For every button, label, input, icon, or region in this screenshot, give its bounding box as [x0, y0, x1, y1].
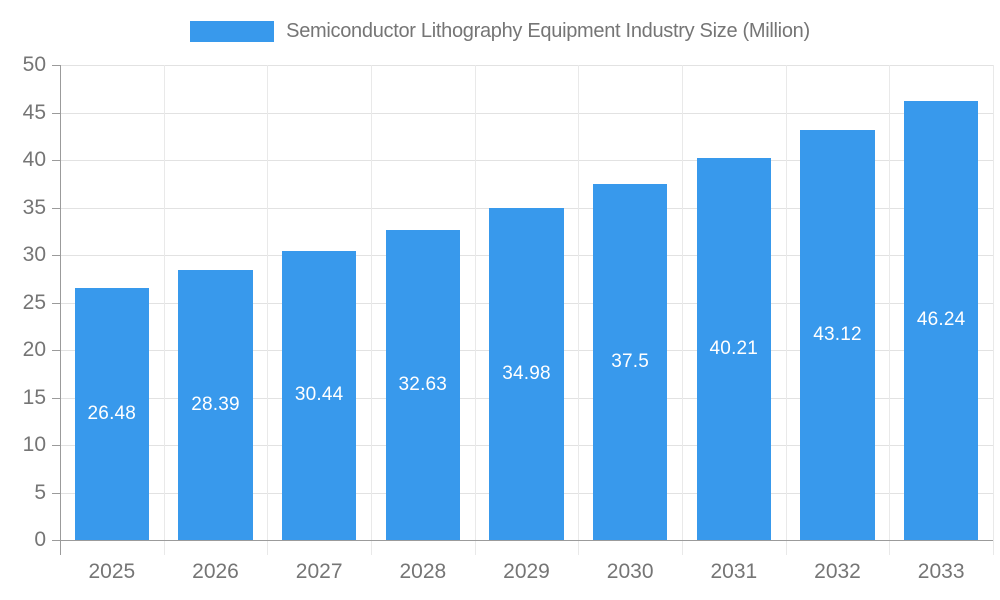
x-gridline	[889, 65, 891, 555]
y-tick	[52, 540, 60, 541]
bar-value-label: 43.12	[813, 324, 862, 346]
y-axis-label: 50	[22, 53, 46, 76]
y-axis-label: 25	[22, 290, 46, 314]
bar[interactable]: 34.98	[489, 207, 564, 540]
bar-value-label: 32.63	[398, 373, 448, 395]
x-axis-label: 2032	[814, 560, 861, 583]
x-gridline	[578, 65, 580, 555]
x-axis-line	[60, 540, 993, 541]
y-gridline	[60, 112, 993, 114]
x-axis-label: 2031	[710, 560, 758, 583]
y-tick	[52, 255, 60, 256]
y-tick	[52, 65, 60, 66]
y-tick	[52, 492, 60, 494]
y-axis-label: 40	[22, 148, 46, 171]
bar-value-label: 40.21	[709, 337, 759, 359]
x-axis-label: 2028	[399, 560, 447, 583]
y-tick	[52, 397, 60, 399]
bar[interactable]: 28.39	[178, 270, 253, 540]
bar[interactable]: 43.12	[800, 130, 875, 540]
y-tick	[52, 112, 60, 114]
x-gridline	[785, 65, 787, 555]
bar-value-label: 37.5	[611, 350, 650, 372]
y-axis-label: 5	[34, 480, 46, 504]
y-axis-label: 35	[22, 195, 46, 219]
y-axis-label: 0	[34, 528, 46, 551]
y-tick	[52, 160, 60, 161]
legend[interactable]: Semiconductor Lithography Equipment Indu…	[0, 20, 1000, 43]
bar-value-label: 46.24	[916, 309, 966, 331]
bar-value-label: 28.39	[191, 394, 240, 416]
y-tick	[52, 350, 60, 351]
bar[interactable]: 26.48	[74, 288, 150, 540]
x-gridline	[267, 65, 269, 555]
x-axis-label: 2026	[192, 560, 239, 583]
x-axis-label: 2025	[88, 560, 136, 583]
x-axis-label: 2030	[606, 560, 654, 583]
y-gridline	[60, 160, 993, 161]
bar[interactable]: 32.63	[385, 230, 461, 540]
x-gridline	[163, 65, 165, 555]
bar[interactable]: 46.24	[903, 100, 979, 540]
y-axis-label: 10	[22, 433, 46, 456]
legend-swatch	[190, 21, 275, 42]
y-axis-label: 30	[22, 243, 46, 266]
x-gridline	[371, 65, 372, 555]
y-axis-label: 20	[22, 338, 46, 361]
bar[interactable]: 30.44	[281, 250, 357, 540]
y-tick	[52, 207, 60, 209]
x-axis-label: 2029	[503, 560, 550, 583]
x-axis-label: 2027	[295, 560, 343, 583]
x-gridline	[474, 65, 476, 555]
x-gridline	[682, 65, 683, 555]
bar-value-label: 34.98	[502, 362, 551, 384]
y-tick	[52, 445, 60, 446]
y-gridline	[60, 65, 993, 66]
x-axis-label: 2033	[917, 560, 965, 583]
bar-value-label: 26.48	[87, 403, 137, 425]
chart-title: Semiconductor Lithography Equipment Indu…	[286, 20, 810, 42]
y-axis-label: 15	[22, 385, 46, 409]
y-axis-label: 45	[22, 100, 46, 124]
bar-value-label: 30.44	[294, 384, 344, 406]
bar[interactable]: 37.5	[592, 183, 668, 540]
y-axis-line	[60, 65, 61, 555]
x-gridline	[993, 65, 994, 555]
bar[interactable]: 40.21	[696, 158, 772, 540]
y-tick	[52, 302, 60, 304]
plot-area: 0 5 10 15 20 25 30 35 40 45 50 26.48 2025 28.39 2026 30…	[23, 53, 994, 583]
